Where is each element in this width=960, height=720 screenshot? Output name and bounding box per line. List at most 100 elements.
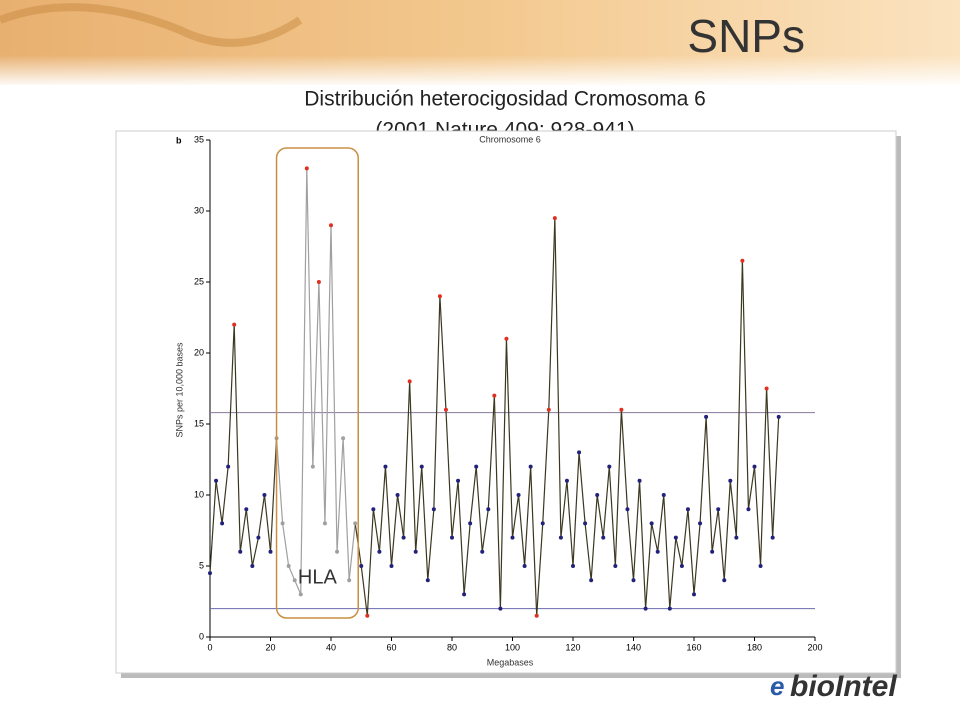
line-segment	[632, 480, 641, 581]
line-segment	[596, 494, 604, 538]
line-segment	[511, 494, 520, 538]
line-segment	[602, 466, 610, 538]
line-segment	[275, 438, 284, 524]
data-point	[625, 507, 630, 512]
data-point	[776, 414, 781, 419]
x-tick-label: 200	[807, 642, 822, 652]
data-point	[220, 521, 225, 526]
line-segment	[699, 416, 707, 524]
data-point	[316, 280, 321, 284]
y-tick-label: 10	[194, 489, 204, 499]
panel-label: b	[176, 135, 182, 145]
data-point	[740, 258, 745, 263]
line-segment	[705, 416, 713, 552]
y-axis-label: SNPs per 10,000 bases	[174, 342, 184, 438]
line-segment	[348, 523, 356, 581]
data-point	[746, 507, 751, 512]
data-point	[643, 606, 648, 611]
line-segment	[330, 225, 338, 552]
x-tick-label: 100	[505, 642, 520, 652]
data-point	[353, 521, 358, 526]
line-segment	[463, 523, 471, 595]
line-segment	[433, 296, 441, 510]
header-swirl	[0, 3, 303, 47]
data-point	[607, 464, 612, 469]
line-segment	[257, 494, 266, 538]
data-point	[286, 564, 291, 568]
line-segment	[717, 509, 725, 581]
line-segment	[741, 260, 750, 510]
data-point	[226, 464, 231, 469]
data-point	[341, 436, 346, 441]
line-segment	[651, 523, 659, 552]
x-tick-label: 180	[747, 642, 762, 652]
line-segment	[360, 565, 368, 616]
line-segment	[294, 579, 302, 595]
data-point	[770, 535, 775, 540]
data-point	[298, 592, 303, 597]
line-segment	[251, 537, 259, 567]
logo-name: bioIntel	[790, 670, 897, 703]
line-segment	[572, 452, 580, 567]
data-point	[268, 549, 273, 554]
x-tick-label: 40	[326, 642, 336, 652]
header-fade	[0, 55, 960, 87]
y-tick-label: 15	[194, 418, 204, 428]
slide-title: SNPs	[687, 10, 805, 62]
line-segment	[288, 565, 296, 581]
data-point	[673, 535, 678, 540]
data-point	[692, 592, 696, 597]
line-segment	[772, 416, 780, 538]
data-point	[752, 464, 757, 469]
line-segment	[372, 509, 380, 552]
data-point	[595, 493, 600, 497]
data-point	[232, 322, 237, 327]
data-point	[365, 613, 370, 618]
hla-box	[275, 147, 359, 619]
line-segment	[324, 225, 332, 524]
data-point	[540, 521, 545, 526]
line-segment	[427, 509, 435, 581]
data-point	[419, 464, 424, 469]
data-point	[679, 564, 684, 568]
x-tick-label: 0	[207, 642, 212, 652]
data-point	[685, 507, 690, 512]
data-point	[583, 521, 588, 526]
line-segment	[560, 480, 568, 538]
data-point	[335, 549, 340, 554]
logo-prefix: e	[770, 671, 784, 701]
line-segment	[729, 480, 737, 538]
data-point	[613, 564, 618, 568]
data-point	[425, 578, 430, 583]
data-point	[359, 564, 364, 568]
line-segment	[693, 523, 701, 595]
line-segment	[759, 388, 768, 567]
x-tick-label: 160	[686, 642, 701, 652]
line-segment	[415, 466, 423, 552]
line-segment	[439, 296, 447, 410]
data-point	[238, 549, 243, 554]
line-segment	[384, 466, 393, 567]
data-point	[510, 535, 515, 540]
data-point	[734, 535, 739, 540]
data-point	[601, 535, 606, 540]
line-segment	[342, 438, 350, 581]
data-point	[431, 507, 436, 512]
data-point	[492, 393, 497, 398]
line-segment	[390, 494, 399, 567]
line-segment	[421, 466, 429, 581]
x-axis-label: Megabases	[487, 657, 534, 667]
line-segment	[723, 480, 731, 581]
y-tick-label: 0	[199, 631, 204, 641]
line-segment	[530, 466, 538, 616]
data-point	[704, 414, 709, 419]
data-point	[395, 493, 400, 497]
data-point	[437, 294, 442, 299]
data-point	[474, 464, 479, 469]
data-point	[528, 464, 533, 469]
line-segment	[487, 395, 495, 510]
data-point	[571, 564, 575, 568]
data-point	[371, 507, 376, 512]
data-point	[661, 493, 666, 497]
